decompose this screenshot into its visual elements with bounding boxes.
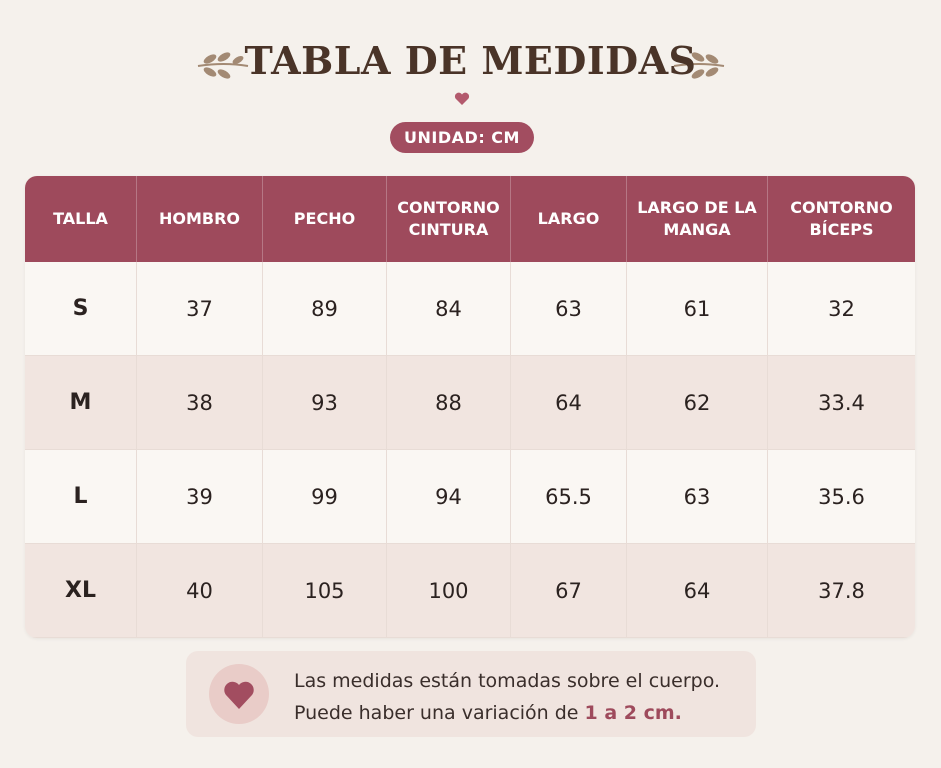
table-row: XL 40 105 100 67 64 37.8	[25, 544, 915, 638]
heart-icon	[454, 92, 470, 105]
note-highlight: 1 a 2 cm.	[584, 702, 682, 724]
table-row: L 39 99 94 65.5 63 35.6	[25, 450, 915, 544]
measurement: 33.4	[768, 356, 915, 450]
column-header: HOMBRO	[137, 176, 263, 262]
heart-icon	[224, 681, 254, 709]
column-header: TALLA	[25, 176, 137, 262]
measurement: 84	[387, 262, 511, 356]
size-label: XL	[25, 544, 137, 638]
measurement: 63	[511, 262, 627, 356]
measurement: 64	[511, 356, 627, 450]
column-header: CONTORNO CINTURA	[387, 176, 511, 262]
measurement: 88	[387, 356, 511, 450]
size-table: TALLA HOMBRO PECHO CONTORNO CINTURA LARGO LAR…	[25, 176, 915, 638]
measurement: 93	[263, 356, 387, 450]
title: TABLA DE MEDIDAS	[244, 38, 697, 83]
measurement: 62	[627, 356, 768, 450]
measurement: 64	[627, 544, 768, 638]
size-label: M	[25, 356, 137, 450]
measurement: 40	[137, 544, 263, 638]
measurement: 89	[263, 262, 387, 356]
note-icon	[209, 664, 269, 724]
note-text: Las medidas están tomadas sobre el cuerp…	[294, 665, 720, 729]
measurement: 99	[263, 450, 387, 544]
measurement: 37.8	[768, 544, 915, 638]
column-header: PECHO	[263, 176, 387, 262]
measurement: 32	[768, 262, 915, 356]
measurement: 63	[627, 450, 768, 544]
measurement: 61	[627, 262, 768, 356]
measurement: 35.6	[768, 450, 915, 544]
measurement: 65.5	[511, 450, 627, 544]
table-body: S 37 89 84 63 61 32 M 38 93 88 64 62 33.4 L 39 99 94 65.5 6…	[25, 262, 915, 638]
column-header: LARGO	[511, 176, 627, 262]
leaf-ornament	[673, 52, 725, 79]
measurement: 94	[387, 450, 511, 544]
measurement: 38	[137, 356, 263, 450]
unit-badge: UNIDAD: CM	[390, 122, 534, 153]
size-label: S	[25, 262, 137, 356]
leaf-ornament	[197, 52, 249, 79]
note-line: Las medidas están tomadas sobre el cuerp…	[294, 670, 721, 692]
note-line: Puede haber una variación de 1 a 2 cm.	[294, 697, 720, 729]
note-box: Las medidas están tomadas sobre el cuerp…	[186, 651, 756, 737]
table-row: S 37 89 84 63 61 32	[25, 262, 915, 356]
column-header: LARGO DE LA MANGA	[627, 176, 768, 262]
measurement: 105	[263, 544, 387, 638]
column-header: CONTORNO BÍCEPS	[768, 176, 915, 262]
measurement: 39	[137, 450, 263, 544]
size-label: L	[25, 450, 137, 544]
measurement: 100	[387, 544, 511, 638]
measurement: 37	[137, 262, 263, 356]
table-row: M 38 93 88 64 62 33.4	[25, 356, 915, 450]
header-row: TALLA HOMBRO PECHO CONTORNO CINTURA LARGO LAR…	[25, 176, 915, 262]
measurement: 67	[511, 544, 627, 638]
note-text-part: Puede haber una variación de	[294, 702, 579, 724]
